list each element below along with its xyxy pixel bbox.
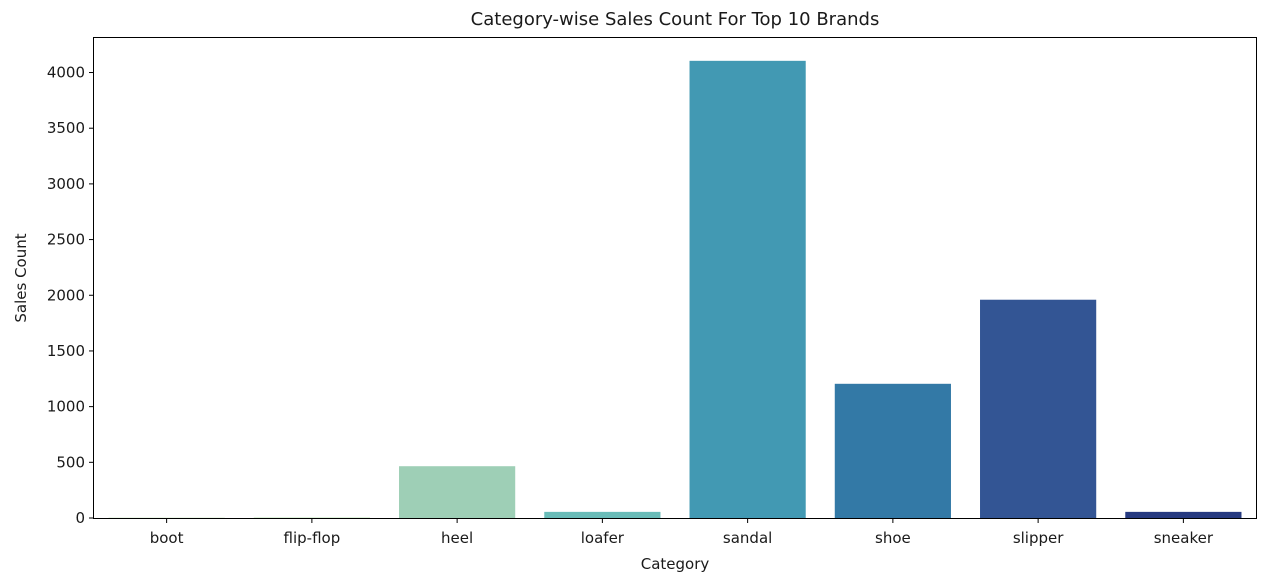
bar-flip-flop xyxy=(253,517,370,518)
y-tick-label-3000: 3000 xyxy=(47,175,85,193)
bar-sandal xyxy=(689,60,806,518)
y-axis: 0 500 1000 1500 2000 2500 3000 3500 4000 xyxy=(47,64,94,527)
y-tick-label-3500: 3500 xyxy=(47,119,85,137)
y-tick-label-4000: 4000 xyxy=(47,64,85,82)
x-tick-label-heel: heel xyxy=(441,529,473,547)
x-tick-label-loafer: loafer xyxy=(581,529,625,547)
x-tick-label-sandal: sandal xyxy=(723,529,772,547)
plot-frame xyxy=(93,37,1257,519)
bar-boot xyxy=(108,517,225,518)
y-tick-label-0: 0 xyxy=(75,509,85,527)
y-tick-label-2000: 2000 xyxy=(47,286,85,304)
y-tick-label-1500: 1500 xyxy=(47,342,85,360)
x-tick-label-sneaker: sneaker xyxy=(1154,529,1214,547)
x-tick-label-slipper: slipper xyxy=(1013,529,1064,547)
bar-loafer xyxy=(544,511,661,518)
y-tick-label-1000: 1000 xyxy=(47,398,85,416)
bar-sneaker xyxy=(1125,511,1242,518)
bars-group xyxy=(108,60,1242,518)
y-tick-label-500: 500 xyxy=(56,453,85,471)
bar-slipper xyxy=(980,299,1097,518)
x-axis: boot flip-flop heel loafer sandal shoe slipper… xyxy=(150,518,1214,547)
x-axis-label: Category xyxy=(641,555,710,573)
x-tick-label-boot: boot xyxy=(150,529,184,547)
x-tick-label-shoe: shoe xyxy=(875,529,911,547)
bar-heel xyxy=(399,466,516,518)
y-tick-label-2500: 2500 xyxy=(47,231,85,249)
bar-shoe xyxy=(834,383,951,518)
x-tick-label-flip-flop: flip-flop xyxy=(284,529,341,547)
y-axis-label: Sales Count xyxy=(12,233,30,322)
chart-title: Category-wise Sales Count For Top 10 Bra… xyxy=(471,9,880,30)
